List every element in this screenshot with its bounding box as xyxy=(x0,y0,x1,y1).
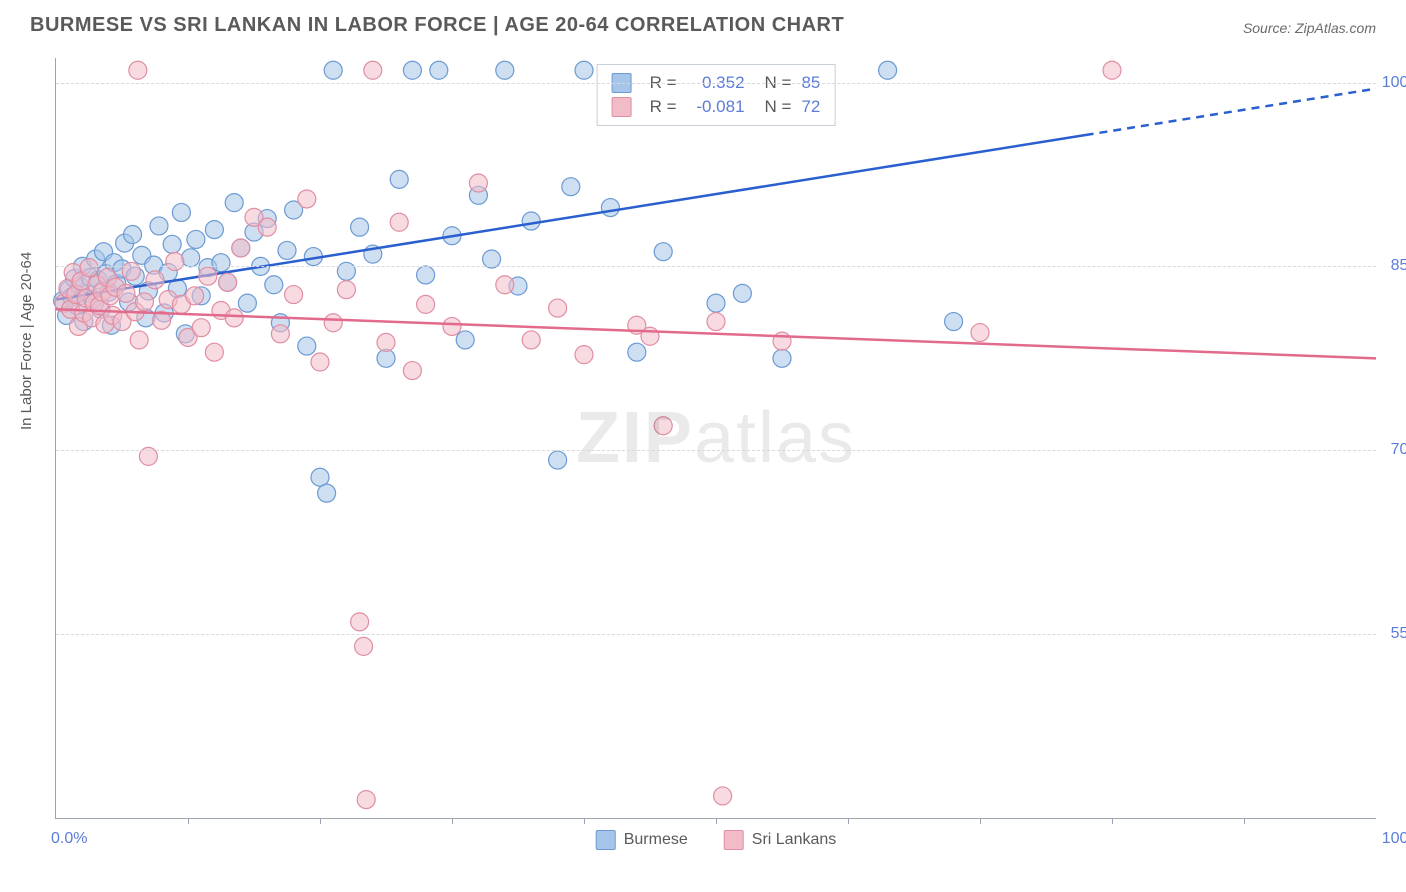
data-point xyxy=(186,287,204,305)
data-point xyxy=(212,254,230,272)
data-point xyxy=(146,271,164,289)
legend-swatch-burmese-bottom xyxy=(596,830,616,850)
data-point xyxy=(311,353,329,371)
legend-label: Sri Lankans xyxy=(752,831,837,848)
data-point xyxy=(601,199,619,217)
data-point xyxy=(945,313,963,331)
source-credit: Source: ZipAtlas.com xyxy=(1243,20,1376,36)
data-point xyxy=(443,317,461,335)
chart-svg xyxy=(56,58,1376,818)
data-point xyxy=(117,284,135,302)
data-point xyxy=(469,174,487,192)
data-point xyxy=(357,791,375,809)
data-point xyxy=(879,61,897,79)
data-point xyxy=(182,249,200,267)
data-point xyxy=(522,212,540,230)
data-point xyxy=(172,203,190,221)
data-point xyxy=(1103,61,1121,79)
data-point xyxy=(377,349,395,367)
data-point xyxy=(219,273,237,291)
data-point xyxy=(496,276,514,294)
data-point xyxy=(187,230,205,248)
y-tick-label: 100.0% xyxy=(1382,74,1406,92)
data-point xyxy=(575,61,593,79)
data-point xyxy=(496,61,514,79)
data-point xyxy=(258,218,276,236)
legend-label: Burmese xyxy=(624,831,688,848)
data-point xyxy=(628,343,646,361)
data-point xyxy=(192,319,210,337)
data-point xyxy=(232,239,250,257)
data-point xyxy=(150,217,168,235)
data-point xyxy=(311,468,329,486)
correlation-legend: R =0.352 N =85 R =-0.081 N =72 xyxy=(597,64,836,126)
data-point xyxy=(318,484,336,502)
y-tick-label: 70.0% xyxy=(1391,441,1406,459)
data-point xyxy=(278,241,296,259)
data-point xyxy=(271,325,289,343)
data-point xyxy=(351,613,369,631)
data-point xyxy=(714,787,732,805)
data-point xyxy=(456,331,474,349)
chart-title: BURMESE VS SRI LANKAN IN LABOR FORCE | A… xyxy=(30,14,844,37)
data-point xyxy=(265,276,283,294)
data-point xyxy=(285,286,303,304)
data-point xyxy=(549,451,567,469)
y-tick-label: 85.0% xyxy=(1391,257,1406,275)
data-point xyxy=(163,235,181,253)
data-point xyxy=(238,294,256,312)
data-point xyxy=(324,61,342,79)
data-point xyxy=(575,346,593,364)
data-point xyxy=(225,309,243,327)
data-point xyxy=(654,243,672,261)
data-point xyxy=(166,252,184,270)
data-point xyxy=(205,221,223,239)
x-min-label: 0.0% xyxy=(51,830,87,848)
chart-plot-area: ZIPatlas R =0.352 N =85 R =-0.081 N =72 … xyxy=(55,58,1376,819)
data-point xyxy=(124,226,142,244)
data-point xyxy=(298,190,316,208)
data-point xyxy=(430,61,448,79)
data-point xyxy=(707,313,725,331)
data-point xyxy=(654,417,672,435)
data-point xyxy=(129,61,147,79)
y-tick-label: 55.0% xyxy=(1391,625,1406,643)
data-point xyxy=(351,218,369,236)
data-point xyxy=(707,294,725,312)
data-point xyxy=(337,262,355,280)
data-point xyxy=(298,337,316,355)
data-point xyxy=(135,293,153,311)
data-point xyxy=(403,61,421,79)
data-point xyxy=(324,314,342,332)
data-point xyxy=(403,362,421,380)
data-point xyxy=(199,267,217,285)
data-point xyxy=(773,349,791,367)
data-point xyxy=(337,281,355,299)
data-point xyxy=(417,295,435,313)
data-point xyxy=(417,266,435,284)
trend-line-dashed xyxy=(1086,89,1376,135)
data-point xyxy=(733,284,751,302)
x-max-label: 100.0% xyxy=(1382,830,1406,848)
data-point xyxy=(971,324,989,342)
data-point xyxy=(225,194,243,212)
legend-swatch-srilankan-bottom xyxy=(724,830,744,850)
data-point xyxy=(390,170,408,188)
legend-swatch-srilankan xyxy=(612,97,632,117)
data-point xyxy=(122,262,140,280)
data-point xyxy=(130,331,148,349)
data-point xyxy=(562,178,580,196)
data-point xyxy=(549,299,567,317)
data-point xyxy=(390,213,408,231)
data-point xyxy=(80,259,98,277)
data-point xyxy=(205,343,223,361)
data-point xyxy=(483,250,501,268)
data-point xyxy=(364,61,382,79)
data-point xyxy=(377,333,395,351)
data-point xyxy=(355,637,373,655)
data-point xyxy=(522,331,540,349)
series-legend: Burmese Sri Lankans xyxy=(596,830,837,850)
y-axis-label: In Labor Force | Age 20-64 xyxy=(18,252,35,430)
